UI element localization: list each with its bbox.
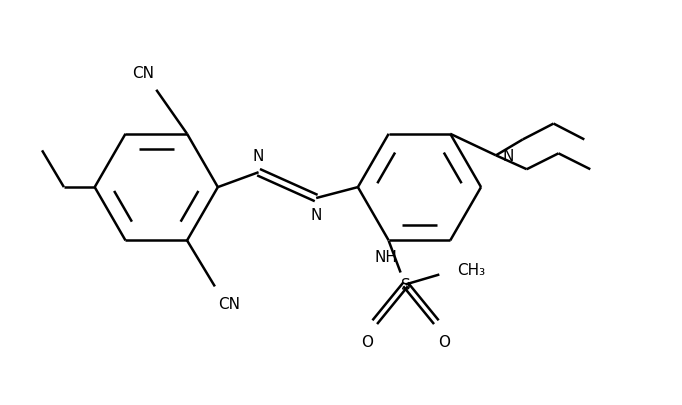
Text: N: N: [503, 149, 514, 164]
Text: O: O: [439, 334, 450, 349]
Text: S: S: [401, 277, 411, 292]
Text: CN: CN: [218, 296, 240, 311]
Text: CH₃: CH₃: [457, 262, 486, 277]
Text: O: O: [361, 334, 373, 349]
Text: N: N: [310, 207, 322, 222]
Text: N: N: [253, 149, 264, 164]
Text: CN: CN: [132, 66, 154, 81]
Text: NH: NH: [374, 249, 397, 264]
